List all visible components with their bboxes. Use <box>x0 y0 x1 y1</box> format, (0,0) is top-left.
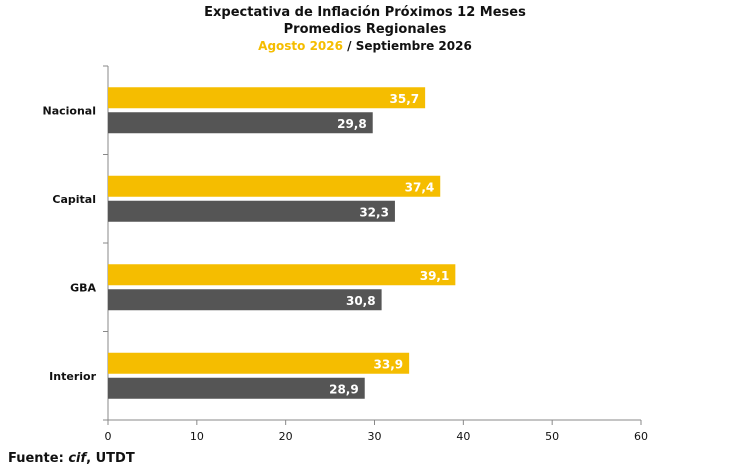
source-org: cif <box>68 451 87 466</box>
bar <box>108 264 456 286</box>
category-label: Interior <box>49 370 96 383</box>
chart-subtitle: Promedios Regionales <box>283 22 447 37</box>
x-tick-label: 20 <box>279 430 293 443</box>
x-tick-label: 10 <box>190 430 204 443</box>
bar <box>108 289 382 311</box>
bar <box>108 352 410 374</box>
category-label: Nacional <box>42 104 96 117</box>
chart-title: Expectativa de Inflación Próximos 12 Mes… <box>204 5 526 20</box>
bar <box>108 377 365 399</box>
legend-series-1: Agosto 2026 <box>258 39 343 53</box>
chart-titles: Expectativa de Inflación Próximos 12 Mes… <box>0 4 730 54</box>
bar <box>108 200 395 222</box>
bar <box>108 87 426 109</box>
bar <box>108 175 441 197</box>
x-tick-label: 50 <box>545 430 559 443</box>
x-tick-label: 40 <box>456 430 470 443</box>
data-label: 28,9 <box>329 382 359 396</box>
category-label: Capital <box>52 193 96 206</box>
category-label: GBA <box>70 281 96 294</box>
data-label: 30,8 <box>346 294 376 308</box>
data-label: 32,3 <box>359 205 389 219</box>
bar <box>108 112 373 134</box>
bar-chart: 0 10 20 30 40 50 60 Nacional 35,7 29,8 Capital 37,4… <box>42 65 648 443</box>
source-suffix: , UTDT <box>86 451 135 466</box>
data-label: 35,7 <box>390 92 420 106</box>
legend-series-2: Septiembre 2026 <box>355 39 472 53</box>
data-label: 37,4 <box>405 180 435 194</box>
legend-separator: / <box>342 39 356 53</box>
source-note: Fuente: cif, UTDT <box>8 451 135 466</box>
source-prefix: Fuente: <box>8 451 69 466</box>
data-label: 33,9 <box>374 357 404 371</box>
data-label: 39,1 <box>420 269 450 283</box>
x-tick-label: 60 <box>634 430 648 443</box>
x-tick-label: 30 <box>368 430 382 443</box>
data-label: 29,8 <box>337 117 367 131</box>
legend-line: Agosto 2026 / Septiembre 2026 <box>0 38 730 54</box>
x-tick-label: 0 <box>105 430 112 443</box>
